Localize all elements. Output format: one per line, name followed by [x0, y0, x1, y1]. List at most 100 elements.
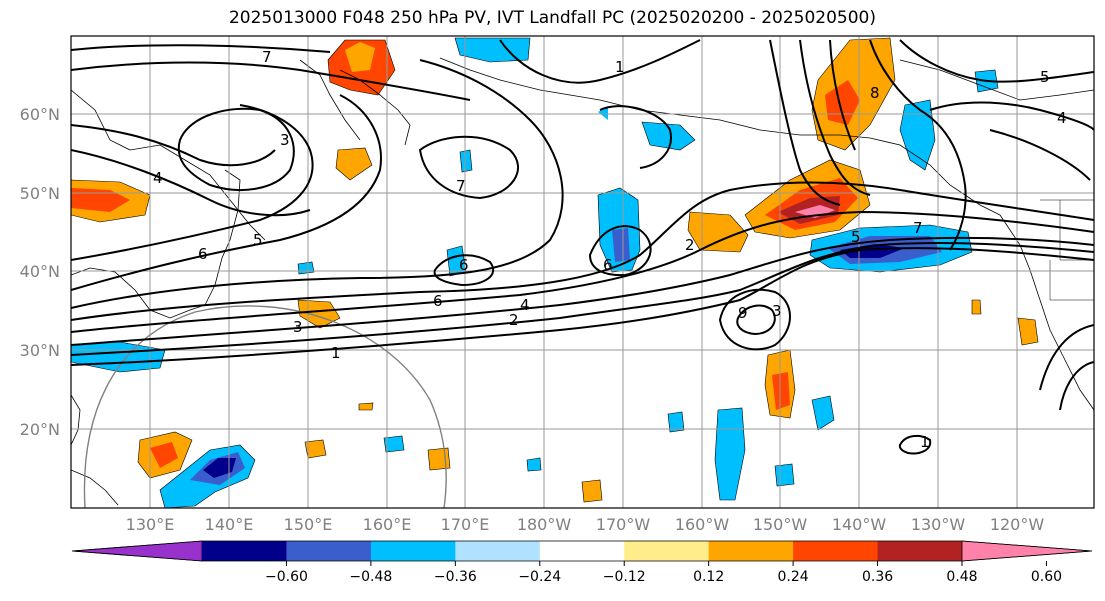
pv-contour — [71, 61, 471, 101]
shade-patch — [971, 299, 982, 315]
contour-label: 6 — [433, 292, 443, 310]
pv-contour — [588, 225, 652, 277]
pv-contour — [1059, 361, 1094, 411]
pv-contour — [71, 94, 382, 291]
pv-contour — [829, 39, 856, 151]
map-plot-area: 7 3 4 6 5 6 3 1 2 4 6 1 6 7 2 3 9 5 8 7 … — [71, 36, 1094, 508]
colorbar-segment — [370, 541, 456, 561]
shade-patch — [203, 458, 236, 478]
colorbar-segment — [708, 541, 794, 561]
colorbar-segment — [286, 541, 372, 561]
contour-label: 7 — [262, 48, 272, 66]
pv-contour — [71, 181, 1094, 321]
contour-label: 6 — [459, 256, 469, 274]
lon-axis: 130°E 140°E 150°E 160°E 170°E 180°W 170°… — [126, 515, 1045, 534]
shade-patch — [714, 407, 746, 501]
shade-patch — [454, 37, 531, 63]
colorbar-tick-label: 0.48 — [946, 569, 977, 585]
lon-label: 150°W — [753, 515, 808, 534]
contour-label: 5 — [253, 231, 263, 249]
shade-patch — [612, 228, 630, 262]
state-borders — [1040, 199, 1094, 301]
pv-contour — [71, 210, 1094, 333]
shade-patch — [581, 479, 603, 503]
map-title: 2025013000 F048 250 hPa PV, IVT Landfall… — [228, 8, 876, 28]
colorbar-tick-label: −0.12 — [603, 569, 646, 585]
pv-contour — [71, 59, 564, 309]
shade-patch — [598, 106, 608, 120]
contour-label: 7 — [913, 219, 923, 237]
coastline-korea-china — [71, 267, 206, 319]
coastlines — [71, 57, 1094, 506]
lat-label: 50°N — [20, 184, 60, 203]
pv-contour — [499, 39, 701, 84]
contour-label: 4 — [1057, 109, 1067, 127]
pv-contour — [736, 304, 776, 336]
shading-layer — [71, 37, 1039, 508]
pv-contour — [769, 39, 841, 206]
lon-label: 140°W — [832, 515, 887, 534]
contour-label: 4 — [153, 169, 163, 187]
lon-label: 170°E — [441, 515, 490, 534]
pv-contour — [71, 44, 331, 53]
coastline-kamchatka — [339, 69, 411, 146]
pv-contour — [71, 124, 276, 167]
pv-contour — [71, 104, 314, 261]
lon-label: 130°W — [911, 515, 966, 534]
pv-contour — [71, 247, 1094, 366]
contour-label: 5 — [851, 228, 861, 246]
contour-label: 2 — [685, 236, 695, 254]
colorbar-segment — [624, 541, 710, 561]
contour-label: 6 — [198, 245, 208, 263]
colorbar-segment — [877, 541, 963, 561]
contour-label: 6 — [603, 256, 613, 274]
contour-label: 3 — [280, 131, 290, 149]
lon-label: 180°W — [517, 515, 572, 534]
shade-patch — [899, 99, 936, 171]
contour-label: 4 — [520, 296, 530, 314]
lon-label: 150°E — [284, 515, 333, 534]
lat-label: 40°N — [20, 262, 60, 281]
map-frame — [70, 35, 1095, 509]
coastline-okhotsk — [299, 59, 361, 141]
coastline-asia — [71, 89, 266, 241]
colorbar-segment — [455, 541, 541, 561]
shade-patch — [774, 463, 795, 487]
pv-contour — [989, 129, 1091, 181]
contour-label: 1 — [331, 344, 341, 362]
contour-label: 3 — [293, 318, 303, 336]
pv-contour — [433, 254, 495, 287]
coastline-arctic — [899, 59, 1094, 101]
pv-contour — [869, 39, 967, 251]
colorbar-tick-label: −0.48 — [349, 569, 392, 585]
colorbar-segment — [202, 541, 287, 561]
colorbar-segment — [793, 541, 879, 561]
shade-patch — [687, 211, 749, 253]
shade-patch — [335, 147, 373, 181]
contour-label: 9 — [738, 304, 748, 322]
shade-patch — [459, 149, 473, 173]
contour-labels: 7 3 4 6 5 6 3 1 2 4 6 1 6 7 2 3 9 5 8 7 … — [153, 48, 1067, 451]
colorbar-outline — [71, 540, 1093, 562]
radius-circle — [83, 305, 447, 508]
pv-contour — [1039, 324, 1094, 391]
contour-label: 1 — [920, 433, 930, 451]
lon-label: 120°W — [990, 515, 1045, 534]
pv-contour — [899, 39, 1094, 83]
shade-patch — [641, 121, 696, 151]
shade-patch — [358, 402, 374, 411]
shade-patch — [795, 205, 835, 218]
contour-label: 5 — [1040, 68, 1050, 86]
pv-contour — [799, 39, 871, 196]
colorbar-tick-label: 0.60 — [1031, 569, 1062, 585]
contour-label: 8 — [870, 84, 880, 102]
colorbar-tick-label: −0.24 — [518, 569, 561, 585]
shade-patch — [772, 372, 790, 410]
pv-contour — [599, 105, 672, 169]
contour-label: 1 — [615, 58, 625, 76]
shade-patch — [840, 244, 905, 258]
coastline-southeast-asia — [71, 394, 81, 446]
contour-label: 3 — [772, 302, 782, 320]
pv-contour — [929, 101, 1094, 131]
